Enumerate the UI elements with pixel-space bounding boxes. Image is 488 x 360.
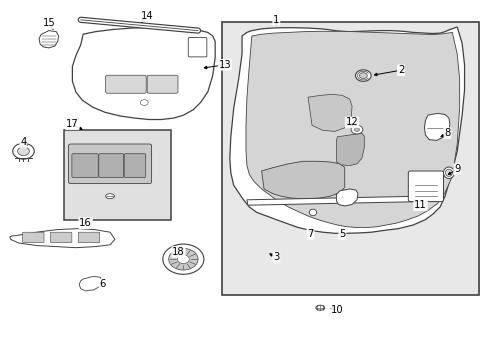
FancyBboxPatch shape: [22, 232, 44, 243]
Ellipse shape: [445, 169, 451, 176]
Text: 13: 13: [218, 60, 231, 70]
Circle shape: [163, 244, 203, 274]
Polygon shape: [10, 229, 115, 248]
FancyBboxPatch shape: [147, 75, 178, 93]
Polygon shape: [246, 196, 421, 205]
Circle shape: [177, 255, 189, 264]
FancyBboxPatch shape: [188, 37, 206, 57]
Ellipse shape: [105, 194, 114, 199]
Text: 1: 1: [272, 15, 279, 25]
FancyBboxPatch shape: [68, 144, 151, 184]
Polygon shape: [307, 94, 351, 131]
Ellipse shape: [308, 209, 316, 216]
Text: 4: 4: [20, 137, 26, 147]
FancyBboxPatch shape: [99, 154, 123, 177]
Bar: [63, 130, 171, 220]
Text: 15: 15: [42, 18, 55, 28]
Circle shape: [350, 125, 362, 134]
Circle shape: [354, 128, 359, 131]
Text: 7: 7: [306, 229, 313, 239]
Polygon shape: [72, 27, 215, 120]
Ellipse shape: [443, 167, 453, 179]
Polygon shape: [229, 27, 464, 233]
Text: 8: 8: [444, 128, 449, 138]
Circle shape: [13, 143, 34, 159]
Polygon shape: [424, 113, 449, 140]
Text: 5: 5: [338, 229, 345, 239]
FancyBboxPatch shape: [407, 171, 443, 202]
FancyBboxPatch shape: [50, 232, 72, 243]
Circle shape: [140, 100, 148, 105]
Text: 11: 11: [413, 200, 426, 210]
FancyBboxPatch shape: [124, 154, 145, 177]
Circle shape: [355, 70, 370, 81]
Text: 16: 16: [79, 218, 92, 228]
FancyBboxPatch shape: [72, 154, 98, 177]
Text: 18: 18: [172, 247, 184, 257]
Text: 3: 3: [273, 252, 279, 262]
Polygon shape: [261, 161, 344, 199]
Polygon shape: [336, 133, 364, 166]
Polygon shape: [336, 189, 357, 206]
FancyBboxPatch shape: [105, 75, 146, 93]
Text: 10: 10: [330, 305, 343, 315]
Text: 6: 6: [99, 279, 106, 289]
Text: 14: 14: [140, 11, 153, 21]
Bar: [222, 22, 478, 295]
Polygon shape: [245, 31, 459, 228]
Text: 9: 9: [453, 164, 460, 174]
Text: 12: 12: [345, 117, 358, 127]
Polygon shape: [79, 276, 102, 291]
FancyBboxPatch shape: [78, 232, 100, 243]
Circle shape: [18, 147, 29, 156]
Ellipse shape: [315, 305, 324, 310]
Text: 17: 17: [66, 119, 79, 129]
Polygon shape: [39, 31, 59, 48]
Circle shape: [359, 73, 366, 78]
Text: 2: 2: [397, 65, 404, 75]
Circle shape: [168, 248, 198, 270]
